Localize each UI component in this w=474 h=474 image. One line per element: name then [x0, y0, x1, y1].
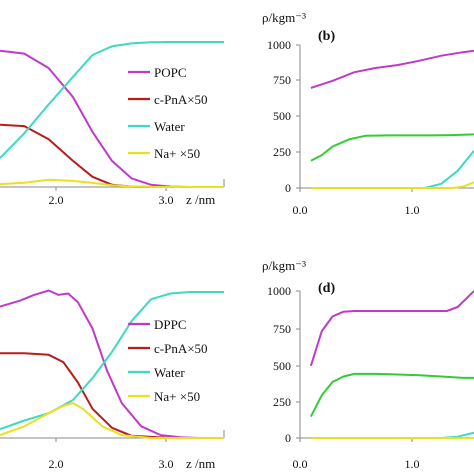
y-tick-label: 1000 [267, 38, 291, 52]
series-line-dppc [0, 289, 224, 439]
legend-entry: Water [154, 365, 185, 380]
y-tick-label: 500 [273, 109, 291, 123]
y-tick-label: 750 [273, 322, 291, 336]
x-tick-label: 0.0 [293, 457, 308, 471]
legend-entry: Na+ ×50 [154, 146, 200, 161]
y-tick-label: 250 [273, 145, 291, 159]
series-line-water [0, 291, 224, 431]
x-tick-label: 2.0 [49, 457, 64, 471]
panel-tag: (d) [318, 281, 335, 296]
series-line-panel-d-1 [310, 372, 474, 418]
series-line-panel-b-1 [310, 133, 474, 162]
y-tick-label: 500 [273, 359, 291, 373]
x-tick-label: 2.0 [49, 193, 64, 207]
series-line-panel-b-3 [310, 181, 474, 189]
legend-entry: Na+ ×50 [154, 389, 200, 404]
legend-entry: Water [154, 119, 185, 134]
legend-entry: DPPC [154, 317, 187, 332]
series-line-panel-b-0 [310, 49, 474, 89]
x-tick-label: 1.0 [405, 203, 420, 217]
legend-entry: c-PnA×50 [154, 92, 208, 107]
x-tick-label: 3.0 [159, 457, 174, 471]
y-axis-label: ρ/kgm⁻³ [262, 258, 306, 273]
x-axis-label: z /nm [186, 456, 215, 471]
x-axis-label: z /nm [186, 192, 215, 207]
series-line-panel-b-2 [424, 150, 474, 189]
series-line-panel-d-0 [309, 290, 474, 367]
series-line-c-pna-50 [0, 352, 224, 439]
series-line-na-50 [0, 402, 224, 439]
y-tick-label: 250 [273, 395, 291, 409]
y-axis-label: ρ/kgm⁻³ [262, 10, 306, 25]
y-tick-label: 750 [273, 73, 291, 87]
series-line-popc [0, 49, 224, 188]
x-tick-label: 3.0 [159, 193, 174, 207]
y-tick-label: 0 [285, 431, 291, 445]
y-tick-label: 1000 [267, 284, 291, 298]
series-line-water [0, 41, 224, 159]
legend-entry: c-PnA×50 [154, 341, 208, 356]
y-tick-label: 0 [285, 181, 291, 195]
x-tick-label: 1.0 [405, 457, 420, 471]
x-tick-label: 0.0 [293, 203, 308, 217]
series-line-na-50 [0, 178, 224, 188]
legend-entry: POPC [154, 65, 187, 80]
panel-tag: (b) [318, 29, 335, 44]
